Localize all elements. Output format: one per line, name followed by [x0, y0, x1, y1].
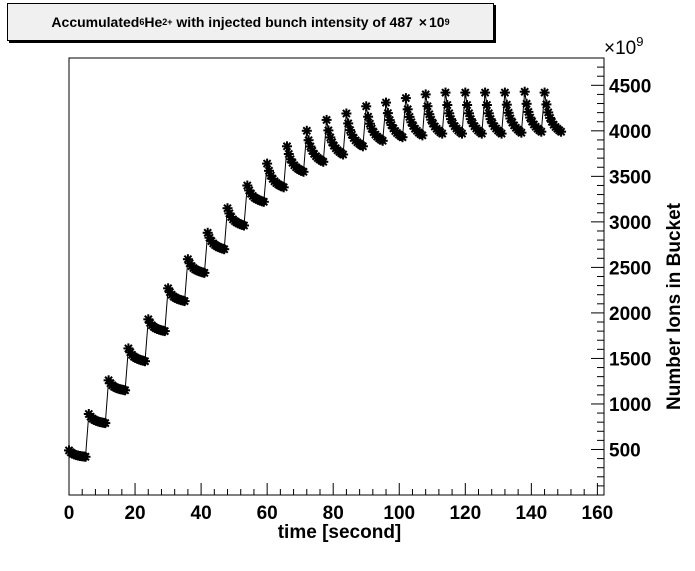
- x-axis-title: time [second]: [278, 522, 402, 543]
- data-point: [402, 104, 413, 115]
- y-tick-label: 4500: [609, 76, 651, 97]
- y-tick-label: 500: [609, 440, 641, 461]
- data-point: [363, 111, 374, 122]
- data-point: [140, 356, 150, 367]
- y-tick-label: 2500: [609, 258, 651, 279]
- x-tick-label: 20: [124, 503, 145, 524]
- data-point: [521, 98, 532, 109]
- title-charge: 2+: [162, 17, 173, 27]
- data-point: [219, 244, 230, 255]
- data-point: [239, 220, 249, 231]
- data-point: [536, 126, 547, 137]
- data-point: [381, 97, 391, 108]
- y-tick-label: 4000: [609, 122, 651, 143]
- data-point: [120, 385, 131, 396]
- data-point: [321, 114, 332, 125]
- data-point: [298, 166, 309, 177]
- data-point: [442, 100, 453, 110]
- data-point: [519, 86, 530, 97]
- data-series: [64, 86, 567, 462]
- data-point: [338, 149, 349, 160]
- axes: [68, 57, 605, 496]
- y-tick-label: 3000: [609, 213, 651, 234]
- x-tick-label: 140: [515, 503, 547, 524]
- data-point: [437, 128, 448, 139]
- chart-title: Accumulated 6 He 2+ with injected bunch …: [7, 3, 494, 41]
- data-point: [501, 99, 512, 110]
- data-point: [318, 156, 329, 167]
- data-point: [457, 128, 467, 139]
- y-tick-label: 3500: [609, 167, 651, 188]
- x-tick-label: 0: [64, 503, 75, 524]
- data-point: [496, 128, 507, 139]
- title-exp: 9: [444, 17, 450, 27]
- data-point: [323, 125, 334, 136]
- data-point: [440, 87, 451, 98]
- data-point: [282, 141, 292, 152]
- data-point: [278, 182, 289, 193]
- x-tick-label: 160: [582, 503, 614, 524]
- y-tick-label: 2000: [609, 304, 651, 325]
- data-point: [499, 87, 510, 98]
- data-point: [262, 158, 273, 169]
- data-point: [159, 326, 170, 337]
- y-tick-label: 1000: [609, 395, 651, 416]
- data-point: [541, 99, 552, 110]
- data-point: [357, 141, 368, 152]
- x-tick-label: 40: [191, 503, 212, 524]
- data-point: [301, 125, 312, 136]
- data-point: [361, 101, 372, 112]
- plot-frame: [68, 57, 605, 496]
- title-base: 10: [428, 14, 445, 30]
- data-point: [377, 135, 388, 146]
- y-axis-title: Number Ions in Bucket: [664, 202, 685, 410]
- y-tick-label: 1500: [609, 349, 651, 370]
- data-point: [545, 112, 556, 123]
- data-point: [422, 101, 433, 112]
- data-point: [179, 296, 190, 307]
- axis-labels: 0 20 40 60 80 100 120 140 160 500 1000 1500 2000 2500…: [64, 34, 685, 543]
- data-point: [400, 93, 411, 104]
- title-isotope-mass: 6: [139, 17, 145, 27]
- data-point: [462, 100, 473, 110]
- data-point: [397, 132, 408, 143]
- title-times: ×: [418, 14, 427, 30]
- data-point: [100, 418, 111, 429]
- data-point: [80, 451, 91, 462]
- x-tick-label: 120: [449, 503, 481, 524]
- data-point: [481, 100, 492, 110]
- data-point: [556, 126, 567, 137]
- x-tick-label: 60: [257, 503, 278, 524]
- y-multiplier: ×109: [604, 34, 643, 59]
- title-prefix: Accumulated: [51, 14, 140, 30]
- data-point: [539, 87, 550, 98]
- data-point: [199, 267, 210, 278]
- y-multiplier-exp: 9: [636, 34, 643, 49]
- y-multiplier-base: ×10: [604, 38, 636, 59]
- data-point: [417, 130, 428, 141]
- data-point: [341, 108, 352, 119]
- title-element: He: [144, 14, 163, 30]
- title-middle: with injected bunch intensity of 487: [172, 14, 417, 30]
- data-point: [480, 87, 491, 98]
- x-tick-label: 100: [383, 503, 415, 524]
- data-point: [476, 128, 487, 139]
- x-tick-label: 80: [323, 503, 344, 524]
- data-point: [382, 108, 393, 119]
- data-point: [460, 87, 471, 98]
- data-point: [420, 89, 431, 100]
- data-point: [516, 127, 527, 138]
- data-point: [258, 196, 269, 207]
